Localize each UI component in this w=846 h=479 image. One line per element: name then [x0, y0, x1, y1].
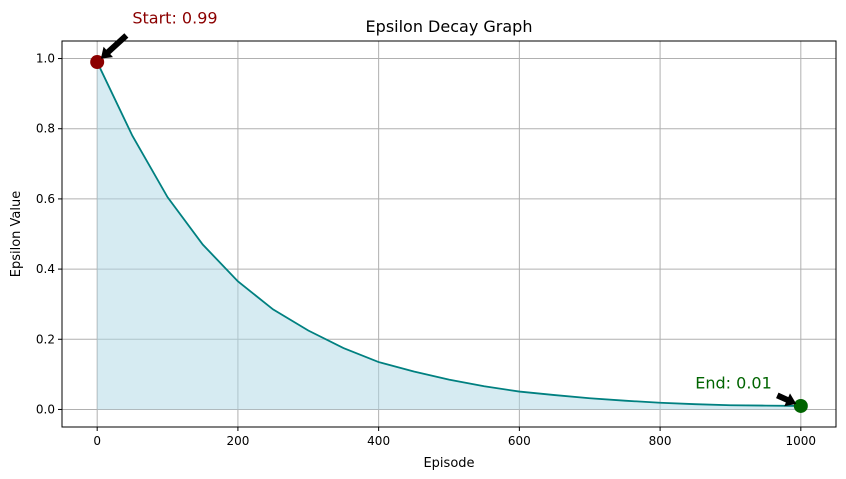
series-lines	[96, 61, 801, 407]
start-point-marker	[90, 55, 105, 70]
x-tick-label: 400	[367, 434, 390, 448]
x-tick-label: 200	[226, 434, 249, 448]
chart-title: Epsilon Decay Graph	[366, 17, 533, 36]
axis-ticks: 0 200 400 600 800 1000 0.0 0.2 0.4 0.6 0.8 1.0	[36, 52, 816, 448]
y-tick-label: 1.0	[36, 52, 55, 66]
epsilon-decay-line	[96, 61, 801, 407]
x-tick-label: 600	[508, 434, 531, 448]
end-annotation-arrow	[776, 392, 797, 407]
y-tick-label: 0.4	[36, 262, 55, 276]
plot-frame	[61, 40, 837, 428]
y-tick-label: 0.0	[36, 402, 55, 416]
y-tick-label: 0.2	[36, 332, 55, 346]
x-tick-label: 1000	[786, 434, 817, 448]
y-tick-label: 0.8	[36, 122, 55, 136]
area-fill	[97, 62, 801, 410]
y-tick-label: 0.6	[36, 192, 55, 206]
end-annotation-label: End: 0.01	[695, 373, 772, 392]
x-axis-label: Episode	[423, 456, 474, 471]
annotations: Start: 0.99 End: 0.01	[100, 8, 797, 407]
end-point-marker	[793, 398, 808, 413]
start-annotation-arrow	[100, 33, 129, 59]
start-annotation-label: Start: 0.99	[132, 8, 217, 27]
endpoint-markers	[90, 55, 808, 413]
area-under-curve	[97, 62, 801, 410]
x-tick-label: 800	[649, 434, 672, 448]
y-axis-label: Epsilon Value	[9, 191, 24, 278]
x-tick-label: 0	[93, 434, 101, 448]
